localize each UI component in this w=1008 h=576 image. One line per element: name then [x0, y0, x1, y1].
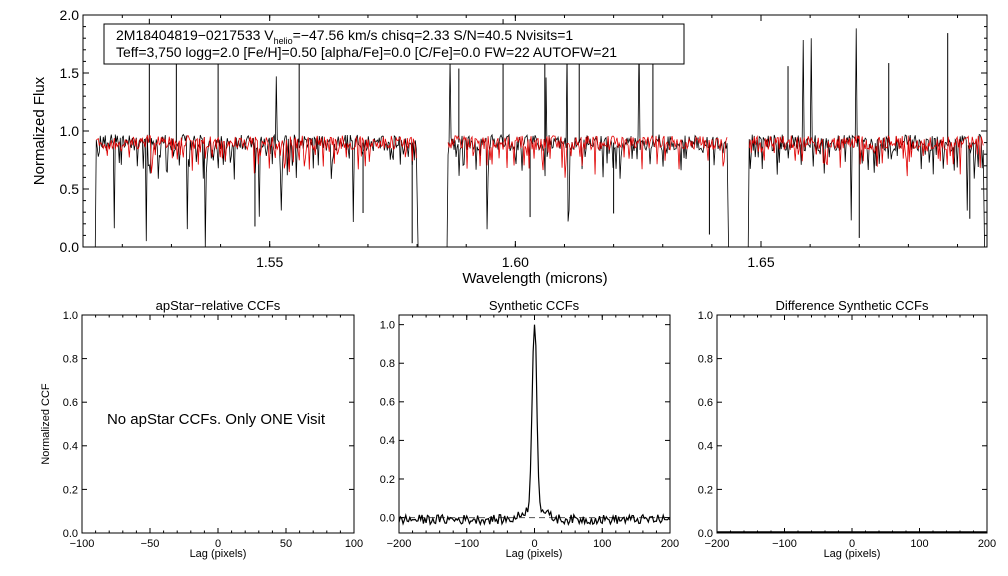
apstar-ccf-title: apStar−relative CCFs — [156, 298, 281, 313]
spectrum-ytick-label: 1.5 — [60, 65, 80, 81]
apstar-ccf-xtick-label: −50 — [141, 538, 160, 550]
apstar-ccf-y-axis-label: Normalized CCF — [40, 383, 52, 465]
difference-ccf-ytick-label: 0.6 — [698, 397, 713, 409]
synthetic-ccf-xtick-label: −100 — [454, 538, 479, 550]
difference-ccf-xtick-label: 0 — [849, 538, 855, 550]
synthetic-ccf-ytick-label: 0.4 — [380, 435, 395, 447]
apstar-ccf-xtick-label: 100 — [345, 538, 363, 550]
difference-ccf-ytick-label: 0.2 — [698, 484, 713, 496]
synthetic-ccf-ytick-label: 0.2 — [380, 474, 395, 486]
difference-ccf-ytick-label: 1.0 — [698, 310, 713, 322]
model-spectrum-line — [748, 135, 984, 177]
synthetic-ccf-line — [398, 324, 671, 527]
apstar-ccf-xtick-label: 0 — [215, 538, 221, 550]
spectrum-xtick-label: 1.65 — [747, 254, 774, 270]
annotation-line-2: Teff=3,750 logg=2.0 [Fe/H]=0.50 [alpha/F… — [116, 44, 617, 60]
synthetic-ccf-xtick-label: 100 — [593, 538, 611, 550]
synthetic-ccf-xtick-label: −200 — [387, 538, 412, 550]
difference-ccf-ticks: −200 −100 0 100 200 0.0 0.2 0.4 0.6 0.8 1.0 — [698, 310, 996, 550]
apstar-ccf-x-axis-label: Lag (pixels) — [190, 548, 247, 560]
difference-ccf-xtick-label: 200 — [978, 538, 996, 550]
spectrum-ytick-label: 1.0 — [60, 123, 80, 139]
difference-ccf-ytick-label: 0.8 — [698, 353, 713, 365]
difference-ccf-xtick-label: −100 — [772, 538, 797, 550]
synthetic-ccf-plot-frame — [398, 314, 671, 534]
apstar-ccf-xtick-label: 50 — [280, 538, 292, 550]
synthetic-ccf-xtick-label: 200 — [661, 538, 679, 550]
apstar-ccf-ytick-label: 0.0 — [63, 528, 78, 540]
synthetic-ccf-panel: Synthetic CCFs −200 −100 0 100 200 0.0 0.2 0.4 0… — [380, 298, 679, 560]
apstar-ccf-xtick-label: −100 — [70, 538, 95, 550]
difference-ccf-xtick-label: 100 — [910, 538, 928, 550]
observed-spectrum-line — [747, 28, 985, 248]
apstar-ccf-ytick-label: 1.0 — [63, 310, 78, 322]
difference-ccf-ytick-label: 0.4 — [698, 441, 713, 453]
spectrum-ytick-label: 2.0 — [60, 7, 80, 23]
difference-ccf-xtick-label: −200 — [705, 538, 730, 550]
apstar-ccf-ticks: −100 −50 0 50 100 0.0 0.2 0.4 0.6 0.8 1.0 — [63, 310, 363, 550]
difference-ccf-panel: Difference Synthetic CCFs −200 −100 0 100 20… — [698, 298, 996, 560]
annotation-line-1: 2M18404819−0217533 Vhelio=−47.56 km/s ch… — [116, 27, 573, 46]
apstar-ccf-ytick-label: 0.2 — [63, 484, 78, 496]
spectrum-panel: 1.55 1.60 1.65 0.0 0.5 1.0 1.5 2.0 2M18404819−0… — [31, 7, 988, 287]
spectrum-ticks: 1.55 1.60 1.65 0.0 0.5 1.0 1.5 2.0 — [60, 7, 987, 270]
synthetic-ccf-ytick-label: 0.0 — [380, 512, 395, 524]
spectrum-ytick-label: 0.0 — [60, 239, 80, 255]
synthetic-ccf-ytick-label: 0.8 — [380, 358, 395, 370]
difference-ccf-ytick-label: 0.0 — [698, 528, 713, 540]
difference-ccf-x-axis-label: Lag (pixels) — [824, 548, 881, 560]
apstar-ccf-panel: apStar−relative CCFs −100 −50 0 50 100 0.0 0.2… — [40, 298, 363, 560]
spectrum-xtick-label: 1.60 — [502, 254, 529, 270]
synthetic-ccf-xtick-label: 0 — [531, 538, 537, 550]
synthetic-ccf-title: Synthetic CCFs — [489, 298, 580, 313]
synthetic-ccf-ticks: −200 −100 0 100 200 0.0 0.2 0.4 0.6 0.8 1.0 — [380, 315, 679, 550]
spectrum-x-axis-label: Wavelength (microns) — [462, 270, 607, 287]
model-spectrum-line — [96, 134, 417, 174]
observed-spectrum-line — [94, 76, 419, 248]
synthetic-ccf-traces — [398, 324, 671, 527]
apstar-ccf-message: No apStar CCFs. Only ONE Visit — [107, 411, 326, 428]
difference-ccf-plot-frame — [716, 314, 988, 534]
apstar-ccf-ytick-label: 0.8 — [63, 353, 78, 365]
spectrum-ytick-label: 0.5 — [60, 181, 80, 197]
spectrum-y-axis-label: Normalized Flux — [31, 76, 48, 185]
apstar-ccf-ytick-label: 0.4 — [63, 441, 78, 453]
spectrum-xtick-label: 1.55 — [256, 254, 283, 270]
difference-ccf-title: Difference Synthetic CCFs — [776, 298, 929, 313]
synthetic-ccf-x-axis-label: Lag (pixels) — [506, 548, 563, 560]
synthetic-ccf-ytick-label: 1.0 — [380, 319, 395, 331]
apstar-ccf-ytick-label: 0.6 — [63, 397, 78, 409]
spectrum-annotation-box — [103, 23, 685, 65]
model-spectrum-line — [447, 134, 728, 178]
synthetic-ccf-ytick-label: 0.6 — [380, 397, 395, 409]
